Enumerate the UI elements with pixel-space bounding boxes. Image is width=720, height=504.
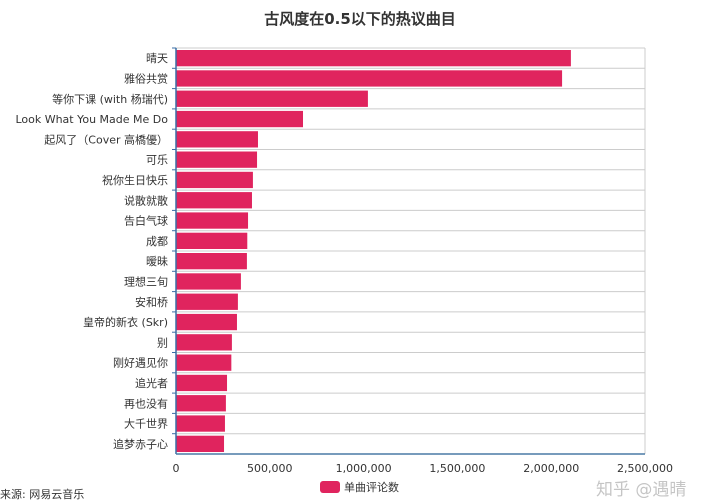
x-tick-label: 500,000 — [247, 462, 293, 475]
bar — [176, 415, 225, 432]
category-label: 成都 — [146, 235, 168, 248]
bar — [176, 171, 253, 189]
x-tick-label: 2,500,000 — [617, 462, 673, 475]
bar — [176, 354, 232, 371]
bar — [176, 395, 226, 412]
bar — [176, 151, 258, 168]
category-label: 告白气球 — [124, 214, 168, 228]
bar — [176, 334, 232, 351]
legend-swatch — [320, 481, 340, 493]
bar — [176, 232, 248, 249]
bar — [176, 253, 247, 270]
x-tick-label: 2,000,000 — [523, 462, 579, 475]
watermark: 知乎 @遇晴 — [596, 480, 687, 500]
category-label: 祝你生日快乐 — [102, 173, 168, 187]
bar — [176, 50, 571, 67]
bar — [176, 131, 258, 148]
bar — [176, 212, 249, 229]
bar — [176, 110, 304, 128]
bar — [176, 90, 368, 107]
category-label: 晴天 — [146, 52, 168, 65]
category-label: 暧昧 — [146, 254, 168, 268]
category-label: 安和桥 — [135, 295, 168, 309]
source-note: 来源: 网易云音乐 — [0, 488, 85, 501]
bar — [176, 273, 241, 290]
category-label: Look What You Made Me Do — [15, 113, 168, 126]
bar — [176, 192, 252, 209]
chart-title: 古风度在0.5以下的热议曲目 — [264, 10, 456, 28]
category-label: 追光者 — [135, 376, 168, 390]
category-label: 别 — [157, 336, 168, 349]
x-tick-label: 1,500,000 — [429, 462, 485, 475]
bar — [176, 293, 238, 310]
category-label: 刚好遇见你 — [113, 356, 168, 370]
legend-label: 单曲评论数 — [344, 480, 399, 494]
bar — [176, 70, 563, 87]
category-label: 雅俗共赏 — [124, 71, 168, 85]
category-label: 起风了（Cover 高橋優） — [44, 132, 168, 146]
category-label: 再也没有 — [124, 396, 168, 410]
category-label: 大千世界 — [124, 417, 168, 431]
category-label: 理想三旬 — [124, 274, 168, 288]
category-label: 等你下课 (with 杨瑞代) — [52, 92, 168, 106]
x-tick-label: 1,000,000 — [336, 462, 392, 475]
category-label: 说散就散 — [124, 193, 168, 207]
category-label: 皇帝的新衣 (Skr) — [83, 315, 168, 329]
bar — [176, 435, 225, 452]
bar — [176, 313, 237, 331]
category-label: 追梦赤子心 — [113, 437, 168, 451]
category-label: 可乐 — [146, 154, 168, 167]
bar — [176, 374, 228, 392]
x-tick-label: 0 — [173, 462, 180, 475]
